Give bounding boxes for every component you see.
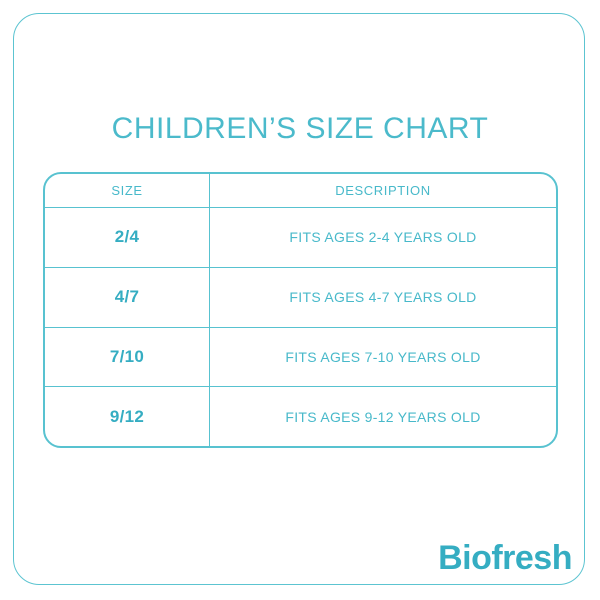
column-header-description: DESCRIPTION bbox=[335, 183, 431, 198]
table-row: 9/12 FITS AGES 9-12 YEARS OLD bbox=[45, 386, 556, 446]
table-header-row: SIZE DESCRIPTION bbox=[45, 174, 556, 207]
description-cell: FITS AGES 4-7 YEARS OLD bbox=[289, 289, 477, 306]
table-row: 7/10 FITS AGES 7-10 YEARS OLD bbox=[45, 326, 556, 387]
page-title: CHILDREN’S SIZE CHART bbox=[111, 112, 489, 145]
size-chart-table: SIZE DESCRIPTION 2/4 FITS AGES 2-4 YEARS… bbox=[43, 172, 558, 448]
brand-logo: Biofresh bbox=[438, 539, 572, 577]
size-cell: 2/4 bbox=[45, 208, 210, 267]
table-row: 2/4 FITS AGES 2-4 YEARS OLD bbox=[45, 207, 556, 267]
column-header-size: SIZE bbox=[45, 174, 210, 207]
outer-rounded-frame bbox=[13, 13, 585, 585]
description-cell: FITS AGES 7-10 YEARS OLD bbox=[285, 348, 481, 365]
description-cell: FITS AGES 9-12 YEARS OLD bbox=[285, 408, 481, 425]
description-cell: FITS AGES 2-4 YEARS OLD bbox=[289, 229, 477, 246]
size-cell: 7/10 bbox=[45, 327, 210, 387]
size-cell: 4/7 bbox=[45, 267, 210, 327]
size-cell: 9/12 bbox=[45, 387, 210, 446]
table-row: 4/7 FITS AGES 4-7 YEARS OLD bbox=[45, 266, 556, 327]
